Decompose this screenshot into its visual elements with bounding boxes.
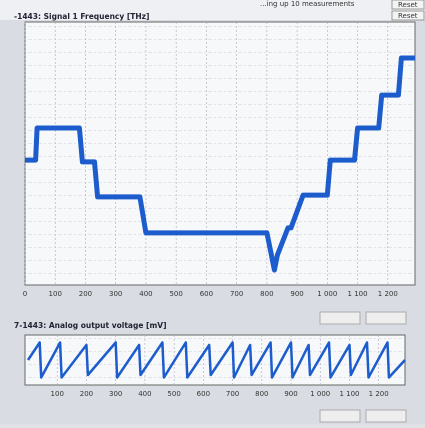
x-tick-label: 100 — [51, 390, 64, 398]
x-tick-label: 800 — [255, 390, 268, 398]
x-tick-label: 500 — [169, 290, 182, 298]
reset-button-label[interactable]: Reset — [398, 1, 418, 9]
x-tick-label: 300 — [109, 390, 122, 398]
input-box[interactable] — [320, 312, 360, 324]
x-tick-label: 200 — [79, 290, 92, 298]
x-tick-label: 700 — [226, 390, 239, 398]
h-grid — [25, 335, 405, 385]
x-tick-label: 1 100 — [348, 290, 368, 298]
status-text: ...ing up 10 measurements — [260, 0, 355, 8]
x-tick-label: 400 — [138, 390, 151, 398]
input-box[interactable] — [366, 312, 406, 324]
x-tick-label: 1 000 — [310, 390, 330, 398]
x-tick-label: 200 — [80, 390, 93, 398]
x-tick-label: 1 000 — [317, 290, 337, 298]
x-tick-label: 100 — [49, 290, 62, 298]
x-tick-label: 900 — [290, 290, 303, 298]
x-tick-label: 1 200 — [378, 290, 398, 298]
screen: ...ing up 10 measurements Reset Reset -1… — [0, 0, 425, 424]
x-tick-label: 400 — [139, 290, 152, 298]
x-tick-label: 0 — [23, 290, 27, 298]
x-tick-label: 600 — [200, 290, 213, 298]
input-box[interactable] — [320, 410, 360, 422]
input-box[interactable] — [366, 410, 406, 422]
x-tick-label: 600 — [197, 390, 210, 398]
x-tick-label: 900 — [284, 390, 297, 398]
x-tick-label: 300 — [109, 290, 122, 298]
x-tick-label: 800 — [260, 290, 273, 298]
x-tick-label: 700 — [230, 290, 243, 298]
reset-button-label[interactable]: Reset — [398, 12, 418, 20]
chart-title: -1443: Signal 1 Frequency [THz] — [14, 12, 149, 21]
chart-title: 7-1443: Analog output voltage [mV] — [14, 321, 167, 330]
x-tick-label: 1 200 — [369, 390, 389, 398]
x-tick-label: 1 100 — [339, 390, 359, 398]
x-tick-label: 500 — [167, 390, 180, 398]
